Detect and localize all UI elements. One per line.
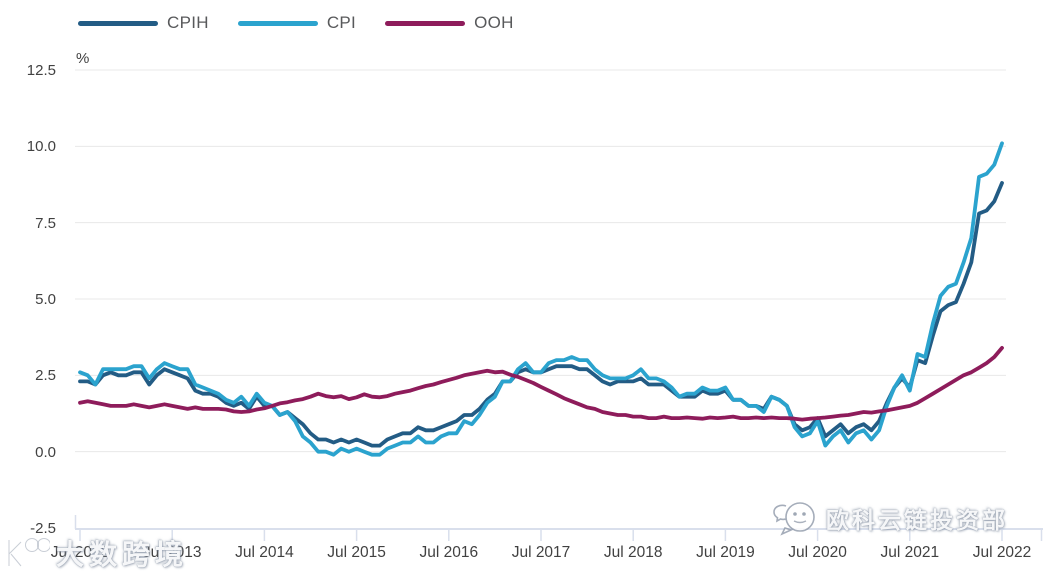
y-axis-label: 7.5	[35, 214, 56, 232]
x-axis-label: Jul 2016	[419, 544, 479, 561]
x-axis-label: Jul 2012	[50, 544, 110, 561]
y-axis-label: 12.5	[26, 62, 56, 79]
x-axis-label: Jul 2019	[696, 544, 755, 561]
y-axis-label: -2.5	[30, 520, 56, 537]
y-axis-label: 10.0	[26, 138, 56, 156]
legend-item-cpih: CPIH	[78, 13, 209, 33]
x-axis-label: Jul 2022	[972, 544, 1032, 561]
x-axis-label: Jul 2014	[235, 544, 294, 561]
legend-item-ooh: OOH	[385, 13, 514, 33]
legend-item-cpi: CPI	[237, 13, 357, 33]
legend-label: CPIH	[167, 13, 209, 32]
legend-label: CPI	[326, 13, 357, 32]
x-axis-label: Jul 2015	[327, 544, 386, 561]
y-axis-label: 0.0	[35, 443, 56, 461]
x-axis-label: Jul 2017	[511, 544, 571, 561]
y-axis-unit-label: %	[76, 50, 90, 67]
x-axis-label: Jul 2018	[603, 544, 663, 561]
y-axis-label: 2.5	[35, 367, 56, 385]
x-axis-label: Jul 2021	[880, 544, 940, 561]
legend-swatch-cpih	[78, 20, 158, 26]
chart-legend: CPIH CPI OOH	[78, 13, 543, 33]
y-axis-label: 5.0	[35, 291, 56, 308]
x-axis-label: Jul 2013	[142, 544, 202, 561]
legend-swatch-cpi	[237, 20, 318, 26]
series-line-cpi	[78, 141, 1004, 457]
series-line-ooh	[78, 345, 1004, 422]
legend-label: OOH	[474, 13, 514, 32]
legend-swatch-ooh	[385, 20, 466, 26]
x-axis-label: Jul 2020	[788, 544, 847, 561]
